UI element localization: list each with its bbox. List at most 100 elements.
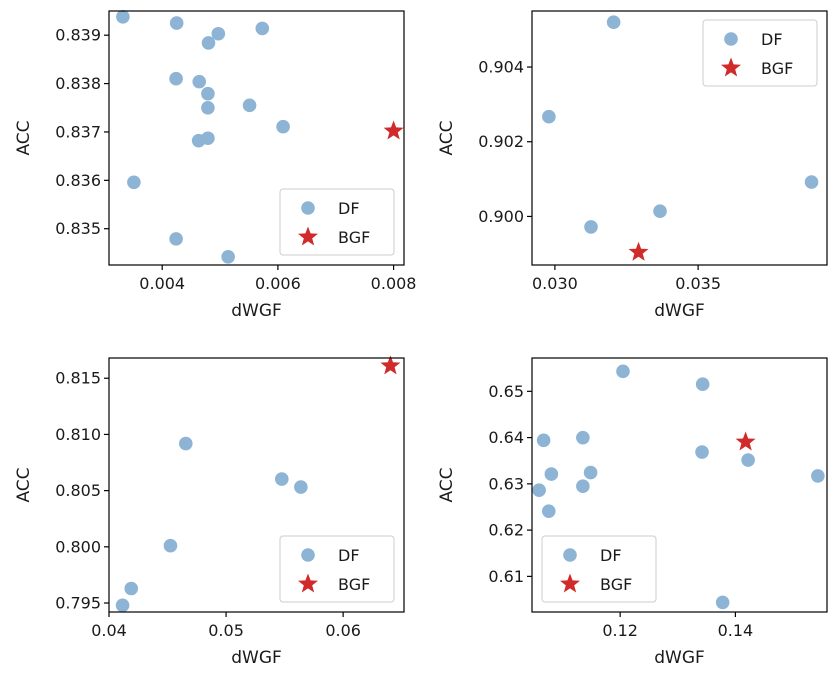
legend-box [541, 535, 657, 603]
x-axis-label: dWGF [231, 301, 282, 321]
bgf-point [735, 431, 756, 451]
y-tick-label: 0.64 [488, 428, 524, 447]
df-point [544, 467, 559, 481]
legend-label-bgf: BGF [338, 575, 370, 594]
legend-bgf-marker [298, 226, 318, 246]
df-point [583, 465, 598, 480]
legend-label-df: DF [338, 199, 360, 218]
df-point [741, 453, 755, 467]
y-tick-label: 0.62 [488, 521, 524, 540]
df-point [192, 74, 207, 89]
legend-box [702, 19, 818, 87]
y-tick-label: 0.795 [55, 594, 101, 613]
chart-panel-3: 0.04 0.05 0.06 0.795 0.800 0.805 0.810 0.815 dWG… [14, 355, 405, 668]
legend-bgf-marker [298, 573, 318, 593]
legend-label-df: DF [761, 30, 783, 49]
df-point [536, 433, 551, 448]
legend-label-df: DF [338, 546, 360, 565]
plot-frame [531, 357, 828, 613]
x-tick-label: 0.008 [371, 274, 417, 293]
df-point [242, 98, 257, 113]
y-tick-label: 0.839 [55, 26, 101, 45]
df-point [169, 232, 183, 246]
y-tick-label: 0.900 [478, 207, 524, 226]
legend-box [279, 535, 395, 603]
legend-label-bgf: BGF [600, 575, 632, 594]
legend-df-marker [724, 32, 738, 46]
df-point [542, 109, 556, 124]
df-point [653, 204, 667, 219]
y-tick-label: 0.836 [55, 171, 101, 190]
y-tick-label: 0.810 [55, 425, 101, 444]
df-point [715, 595, 730, 610]
x-tick-label: 0.04 [91, 621, 127, 640]
y-tick-label: 0.835 [55, 219, 101, 238]
df-point [274, 472, 289, 486]
y-tick-label: 0.815 [55, 369, 101, 388]
df-point [124, 581, 139, 596]
legend: DF BGF [702, 19, 818, 87]
chart-panel-4: 0.12 0.14 0.61 0.62 0.63 0.64 0.65 dWGF ACC DF BGF [437, 357, 828, 668]
x-tick-label: 0.004 [139, 274, 185, 293]
legend: DF BGF [279, 535, 395, 603]
df-point [169, 71, 183, 86]
df-point [606, 15, 621, 30]
df-point [201, 100, 215, 115]
y-tick-label: 0.65 [488, 382, 524, 401]
legend-bgf-marker [721, 57, 741, 77]
df-point [541, 504, 556, 518]
x-axis-label: dWGF [231, 648, 282, 668]
y-tick-label: 0.902 [478, 132, 524, 151]
x-tick-label: 0.030 [532, 274, 578, 293]
legend: DF BGF [541, 535, 657, 603]
df-point [201, 36, 216, 50]
y-tick-label: 0.904 [478, 58, 524, 77]
x-tick-label: 0.14 [718, 621, 754, 640]
df-point [201, 86, 215, 101]
legend-label-df: DF [600, 546, 622, 565]
df-point [255, 21, 270, 36]
df-point [584, 220, 598, 234]
df-point [532, 483, 546, 498]
df-point [191, 133, 206, 148]
df-point [276, 119, 290, 134]
y-tick-label: 0.837 [55, 122, 101, 141]
y-tick-label: 0.805 [55, 481, 101, 500]
y-axis-label: ACC [14, 467, 34, 502]
bgf-point [383, 120, 404, 140]
y-tick-label: 0.800 [55, 537, 101, 556]
df-point [294, 480, 308, 494]
df-point [576, 479, 590, 494]
df-point [178, 436, 193, 451]
legend-df-marker [301, 201, 315, 215]
df-point [116, 10, 130, 24]
plot-frame [108, 10, 405, 266]
df-point [163, 538, 178, 553]
df-point [221, 249, 235, 264]
y-tick-label: 0.61 [488, 567, 524, 586]
x-axis-label: dWGF [654, 648, 705, 668]
y-axis-label: ACC [437, 120, 457, 155]
plot-frame [108, 357, 405, 613]
x-axis-label: dWGF [654, 301, 705, 321]
legend-label-bgf: BGF [761, 59, 793, 78]
y-axis-label: ACC [437, 467, 457, 502]
df-point [169, 16, 184, 30]
df-point [616, 364, 630, 379]
plot-frame [531, 10, 828, 266]
x-tick-label: 0.006 [255, 274, 301, 293]
x-tick-label: 0.06 [325, 621, 361, 640]
df-point [695, 445, 709, 459]
chart-panel-1: 0.004 0.006 0.008 0.835 0.836 0.837 0.838 0.839… [14, 10, 416, 321]
legend: DF BGF [279, 188, 395, 256]
df-point [804, 175, 819, 189]
legend-box [279, 188, 395, 256]
df-point [811, 469, 825, 483]
legend-bgf-marker [560, 573, 580, 593]
chart-panel-2: 0.030 0.035 0.900 0.902 0.904 dWGF ACC DF BGF [437, 10, 828, 321]
legend-label-bgf: BGF [338, 228, 370, 247]
df-point [115, 598, 130, 613]
legend-df-marker [563, 548, 577, 562]
